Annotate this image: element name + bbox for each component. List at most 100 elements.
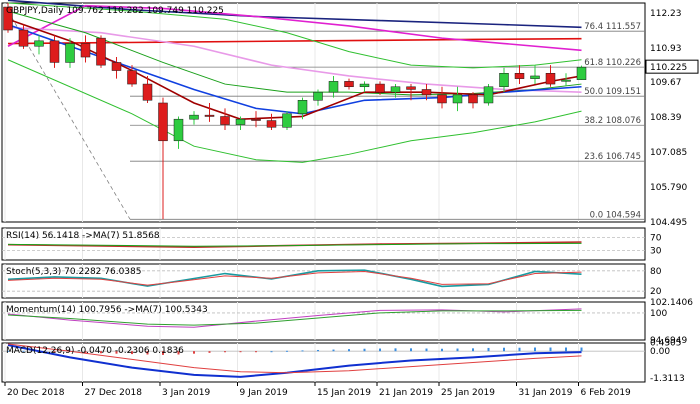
candle-body: [80, 43, 91, 58]
macd-histogram-bar: [503, 347, 505, 352]
pane-frame-0: [1, 2, 646, 223]
macd-histogram-bar: [22, 350, 25, 352]
macd-histogram-bar: [255, 351, 257, 353]
candle-body: [313, 91, 323, 101]
macd-histogram-bar: [441, 348, 443, 352]
pane-title: MACD(12,26,9) -0.0470 -0.2306 0.1836: [6, 346, 184, 356]
y-tick-label: 112.23: [650, 9, 682, 19]
candle-body: [576, 66, 587, 80]
line-ma-darkblue: [7, 0, 582, 29]
y-tick-label: 108.39: [650, 113, 682, 123]
y-tick-label: -1.3113: [650, 374, 685, 384]
macd-histogram-bar: [317, 349, 319, 352]
candle-body: [545, 73, 556, 85]
fib-label: 50.0 109.151: [584, 87, 641, 97]
pane-title: RSI(14) 56.1418 ->MA(7) 51.8568: [6, 231, 160, 241]
y-tick-label: 102.1406: [650, 298, 693, 308]
macd-histogram-bar: [301, 350, 304, 352]
candle-body: [204, 114, 215, 117]
fib-label: 23.6 106.745: [584, 152, 641, 162]
y-tick-label: 30: [650, 246, 662, 256]
candle-body: [266, 120, 277, 128]
momentum-series-line: [7, 309, 582, 326]
macd-histogram-bar: [177, 351, 180, 355]
pane-title: GBPJPY,Daily 109.762 110.282 109.749 110…: [6, 6, 224, 16]
macd-histogram-bar: [286, 350, 288, 352]
macd-histogram-bar: [534, 347, 536, 352]
macd-histogram-bar: [332, 349, 335, 352]
candle-body: [530, 75, 540, 79]
macd-histogram-bar: [425, 348, 428, 352]
candle-body: [282, 113, 292, 128]
x-tick-label: 6 Feb 2019: [581, 388, 632, 398]
macd-histogram-bar: [549, 347, 552, 352]
macd-histogram-bar: [53, 351, 56, 353]
candle-body: [220, 116, 230, 125]
candle-body: [421, 89, 432, 96]
y-tick-label: 0.00: [650, 347, 670, 357]
fib-label: 0.0 104.594: [590, 210, 641, 220]
candle-body: [158, 102, 168, 142]
candle-body: [483, 86, 494, 104]
y-tick-label: 80: [650, 267, 662, 277]
candle-body: [359, 83, 370, 88]
candle-body: [561, 79, 571, 82]
y-tick-label: 94.6949: [650, 336, 687, 346]
macd-histogram-bar: [580, 347, 583, 352]
pane-title: Stoch(5,3,3) 70.2282 76.0385: [6, 267, 141, 277]
candle-body: [96, 37, 106, 66]
macd-histogram-bar: [115, 351, 118, 354]
macd-histogram-bar: [565, 347, 567, 352]
macd-histogram-bar: [518, 347, 521, 352]
candle-body: [142, 83, 153, 101]
macd-histogram-bar: [379, 348, 381, 352]
candle-body: [49, 40, 60, 63]
candle-body: [235, 118, 246, 125]
macd-histogram-bar: [146, 351, 149, 355]
macd-histogram-bar: [224, 351, 226, 353]
macd-histogram-bar: [487, 347, 490, 352]
y-tick-label: 70: [650, 234, 662, 244]
macd-histogram-bar: [7, 350, 9, 352]
macd-histogram-bar: [162, 351, 164, 355]
macd-histogram-bar: [363, 348, 366, 352]
fib-trend-line: [7, 10, 131, 220]
candle-body: [34, 40, 44, 47]
candle-body: [514, 73, 525, 79]
stoch-series-line: [7, 269, 582, 288]
macd-histogram-bar: [193, 351, 195, 354]
line-ma-magenta: [7, 4, 582, 52]
x-tick-label: 31 Jan 2019: [519, 388, 573, 398]
x-tick-label: 21 Jan 2019: [379, 388, 433, 398]
pane-title: Momentum(14) 100.7956 ->MA(7) 100.5343: [6, 305, 208, 315]
current-price-label: 110.225: [650, 63, 687, 73]
candle-body: [173, 118, 184, 142]
candle-body: [437, 94, 447, 104]
macd-histogram-bar: [100, 351, 102, 354]
candle-body: [111, 62, 122, 71]
candle-body: [344, 81, 354, 88]
candle-body: [390, 86, 401, 93]
x-tick-label: 25 Jan 2019: [441, 388, 495, 398]
y-tick-label: 100: [650, 309, 667, 319]
y-tick-label: 105.790: [650, 183, 687, 193]
fib-label: 61.8 110.226: [584, 58, 641, 68]
fib-label: 76.4 111.557: [584, 22, 641, 32]
candle-body: [18, 29, 29, 47]
candle-body: [127, 70, 137, 85]
macd-series-line: [7, 343, 582, 374]
candle-body: [406, 86, 416, 90]
candle-body: [375, 83, 385, 93]
macd-histogram-bar: [456, 348, 459, 352]
candle-body: [189, 114, 199, 120]
macd-histogram-bar: [270, 351, 273, 353]
candle-body: [328, 81, 339, 93]
pane-frame-4: [1, 342, 646, 383]
macd-histogram-bar: [131, 351, 133, 355]
macd-histogram-bar: [394, 348, 397, 352]
candle-body: [65, 43, 75, 63]
candle-body: [251, 118, 261, 121]
macd-histogram-bar: [84, 351, 87, 353]
